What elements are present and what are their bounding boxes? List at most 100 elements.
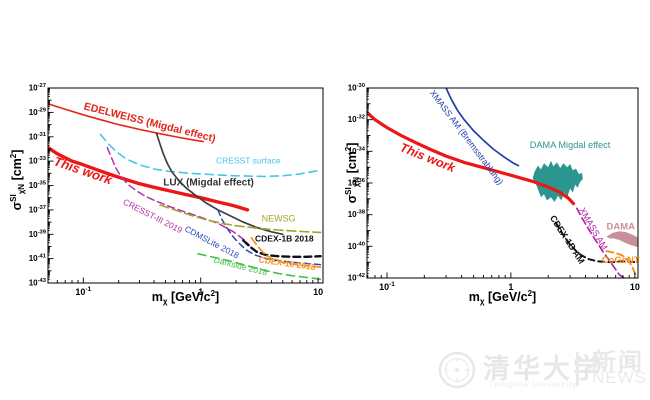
series-cogent — [605, 250, 637, 276]
y-axis-symbol: σ — [345, 194, 359, 204]
y-axis-tick-labels: 10-42 10-40 10-38 10-36 10-34 10-32 10-30 — [348, 83, 366, 283]
region-dama-migdal-effect — [532, 160, 583, 202]
series-cdex-1b-am — [554, 221, 638, 264]
x-axis-symbol: m — [151, 290, 163, 304]
x-axis-unit: [GeV/c — [167, 290, 211, 304]
y-tick-label: 10-39 — [29, 229, 47, 239]
annotation-cdex-1b-2018: CDEX-1B 2018 — [255, 234, 314, 244]
series-this-work — [48, 146, 250, 212]
y-axis-unit-close: ] — [345, 142, 359, 147]
plot-frame — [366, 87, 639, 279]
y-axis-unit-close: ] — [10, 149, 24, 154]
annotation-xmass-am: XMASS AM — [577, 206, 609, 252]
series-cdmslite-2018 — [217, 209, 322, 266]
tsinghua-name-en: Tsinghua University — [489, 380, 578, 389]
series-edelweiss-migdal-effect — [48, 103, 204, 143]
y-axis-symbol: σ — [10, 201, 24, 211]
x-axis-unit-close: ] — [215, 290, 220, 304]
y-tick-label: 10-38 — [348, 210, 366, 220]
y-tick-label: 10-32 — [348, 115, 365, 125]
series-darkside-2018 — [197, 253, 322, 281]
annotation-xmass-am-bremsstrahlung: XMASS AM (Bremsstrahlung) — [428, 88, 506, 187]
y-axis-unit: [cm — [345, 151, 359, 177]
y-tick-label: 10-40 — [348, 241, 365, 251]
region-dama — [606, 231, 638, 248]
y-axis-superscript: SI — [344, 187, 353, 195]
annotation-cdmslite-2018: CDMSLite 2018 — [183, 224, 241, 261]
annotation-newsg: NEWSG — [262, 214, 296, 224]
x-axis-ticks — [47, 277, 319, 283]
x-tick-label: 10 — [313, 287, 323, 297]
watermark-divider — [576, 352, 579, 386]
tsinghua-seal-icon — [438, 351, 476, 389]
y-axis-subscript: χN — [352, 176, 361, 188]
left-y-axis-title: σSIχN [cm2] — [9, 115, 26, 245]
y-tick-label: 10-37 — [29, 205, 46, 215]
y-tick-label: 10-29 — [29, 107, 47, 117]
annotation-lux-migdal-effect: LUX (Migdal effect) — [163, 178, 254, 189]
x-axis-unit-exp: 2 — [527, 289, 533, 298]
y-axis-unit: [cm — [10, 158, 24, 184]
y-axis-unit-exp: 2 — [9, 153, 18, 159]
series-xmass-am-bremsstrahlung — [445, 88, 520, 167]
annotation-cresst-surface: CRESST surface — [216, 156, 281, 166]
annotation-dama: DAMA — [607, 222, 636, 233]
left-x-axis-title: mχ [GeV/c2] — [48, 289, 323, 306]
y-tick-label: 10-43 — [29, 278, 47, 288]
plot-area — [48, 103, 322, 281]
x-axis-unit-close: ] — [532, 290, 537, 304]
tsinghua-name-cn: 清华大学 — [483, 354, 603, 385]
x-tick-label: 10-1 — [379, 281, 395, 292]
y-tick-label: 10-36 — [348, 178, 366, 188]
series-cresst-surface — [99, 133, 322, 178]
right-plot-svg: 10-1 1 1010-4210-4010-3810-3610-3410-3210-… — [348, 83, 640, 292]
y-axis-ticks — [367, 87, 373, 279]
x-axis-tick-labels: 10-1 1 10 — [379, 281, 640, 292]
left-plot-svg: 10-1 1 1010-4310-4110-3910-3710-3510-3310-… — [29, 83, 324, 297]
x-axis-subscript: χ — [479, 297, 485, 306]
y-axis-superscript: SI — [9, 194, 18, 202]
annotation-this-work: This work — [398, 140, 458, 175]
right-x-axis-title: mχ [GeV/c2] — [367, 289, 638, 306]
x-tick-label: 10 — [630, 282, 640, 292]
y-tick-label: 10-30 — [348, 83, 365, 93]
x-axis-symbol: m — [468, 290, 480, 304]
y-tick-label: 10-27 — [29, 83, 46, 93]
series-xmass-am — [576, 207, 625, 278]
series-lux-migdal-effect — [155, 132, 284, 236]
y-tick-label: 10-34 — [348, 146, 366, 156]
series-this-work — [367, 110, 576, 206]
series-cdex-1b-2018 — [242, 239, 322, 258]
x-axis-unit-exp: 2 — [210, 289, 216, 298]
x-tick-label: 1 — [198, 287, 203, 297]
x-axis-subscript: χ — [162, 297, 168, 306]
x-tick-label: 1 — [508, 282, 513, 292]
annotation-cresst-iii-2019: CRESST-III 2019 — [121, 197, 184, 236]
y-axis-ticks — [48, 87, 54, 284]
x-axis-ticks — [367, 272, 636, 278]
news-label-en: NEWS — [592, 368, 647, 387]
y-axis-unit-exp: 2 — [344, 146, 353, 152]
curve-annotations: EDELWEISS (Migdal effect)This work CRESST… — [52, 101, 316, 278]
x-axis-tick-labels: 10-1 1 10 — [75, 286, 323, 297]
series-cdex-10-2018 — [250, 237, 322, 269]
x-axis-unit: [GeV/c — [484, 290, 528, 304]
x-tick-label: 10-1 — [75, 286, 91, 297]
series-newsg — [159, 204, 322, 234]
annotation-this-work: This work — [52, 153, 115, 187]
y-axis-subscript: χN — [17, 183, 26, 195]
annotation-cdex-1b-am: CDEX-1B AM — [548, 213, 587, 265]
plot-area — [367, 88, 638, 278]
series-cresst-iii-2019 — [106, 146, 251, 246]
y-tick-label: 10-35 — [29, 181, 47, 191]
news-label-cn: 新闻 — [592, 348, 644, 376]
y-tick-label: 10-31 — [29, 132, 47, 142]
annotation-cogent: CoGeNT — [602, 255, 640, 266]
y-tick-label: 10-33 — [29, 156, 47, 166]
y-tick-label: 10-42 — [348, 273, 365, 283]
right-y-axis-title: σSIχN [cm2] — [344, 108, 361, 238]
y-axis-tick-labels: 10-43 10-41 10-39 10-37 10-35 10-33 10-31 10-29… — [29, 83, 47, 288]
annotation-dama-migdal-effect: DAMA Migdal effect — [530, 140, 611, 150]
y-tick-label: 10-41 — [29, 254, 47, 264]
